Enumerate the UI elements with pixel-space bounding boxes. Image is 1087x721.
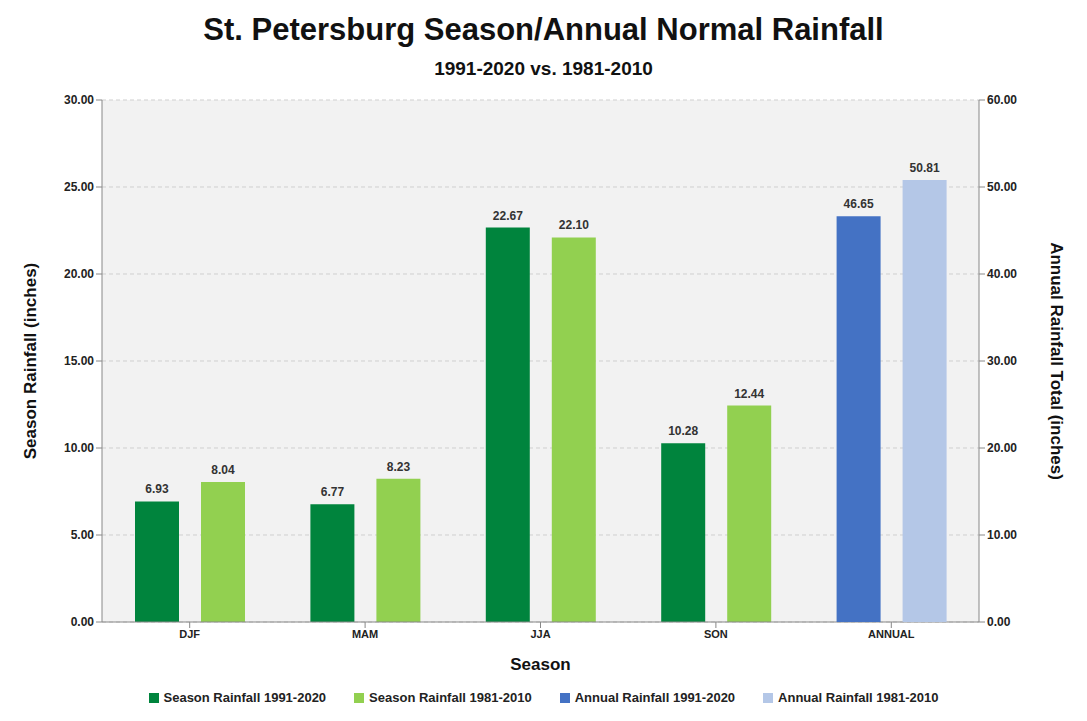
svg-text:ANNUAL: ANNUAL	[868, 628, 915, 640]
html-text:Season Rainfall 1991-2020: Season Rainfall 1991-2020	[163, 690, 327, 705]
svg-text:40.00: 40.00	[987, 267, 1017, 281]
svg-text:30.00: 30.00	[64, 93, 94, 107]
svg-text:46.65: 46.65	[844, 197, 874, 211]
svg-text:10.28: 10.28	[668, 424, 698, 438]
html-text:Annual Rainfall 1981-2010: Annual Rainfall 1981-2010	[778, 690, 939, 705]
svg-text:20.00: 20.00	[987, 441, 1017, 455]
svg-text:6.77: 6.77	[321, 485, 345, 499]
svg-text:22.10: 22.10	[559, 218, 589, 232]
html-text:Season Rainfall 1981-2010: Season Rainfall 1981-2010	[369, 690, 532, 705]
svg-text:15.00: 15.00	[64, 354, 94, 368]
svg-text:12.44: 12.44	[734, 387, 764, 401]
svg-text:Season Rainfall (inches): Season Rainfall (inches)	[21, 263, 40, 460]
svg-text:8.04: 8.04	[211, 463, 235, 477]
html-text:St. Petersburg Season/Annual N: St. Petersburg Season/Annual Normal Rain…	[203, 12, 884, 47]
svg-text:50.81: 50.81	[910, 161, 940, 175]
svg-text:6.93: 6.93	[145, 482, 169, 496]
svg-text:Season: Season	[510, 655, 570, 674]
svg-text:8.23: 8.23	[387, 460, 411, 474]
svg-text:DJF: DJF	[179, 628, 200, 640]
svg-text:Annual Rainfall Total (inches): Annual Rainfall Total (inches)	[1047, 242, 1066, 480]
svg-text:22.67: 22.67	[493, 209, 523, 223]
html-text:1991-2020 vs. 1981-2010: 1991-2020 vs. 1981-2010	[434, 58, 653, 79]
svg-text:25.00: 25.00	[64, 180, 94, 194]
svg-text:0.00: 0.00	[71, 615, 95, 629]
svg-text:30.00: 30.00	[987, 354, 1017, 368]
svg-text:MAM: MAM	[352, 628, 378, 640]
svg-text:SON: SON	[704, 628, 728, 640]
svg-text:20.00: 20.00	[64, 267, 94, 281]
html-text:Annual Rainfall 1991-2020: Annual Rainfall 1991-2020	[574, 690, 736, 705]
svg-text:50.00: 50.00	[987, 180, 1017, 194]
svg-text:0.00: 0.00	[987, 615, 1011, 629]
svg-text:10.00: 10.00	[64, 441, 94, 455]
svg-text:60.00: 60.00	[987, 93, 1017, 107]
svg-text:5.00: 5.00	[71, 528, 95, 542]
svg-text:JJA: JJA	[530, 628, 550, 640]
svg-text:10.00: 10.00	[987, 528, 1017, 542]
